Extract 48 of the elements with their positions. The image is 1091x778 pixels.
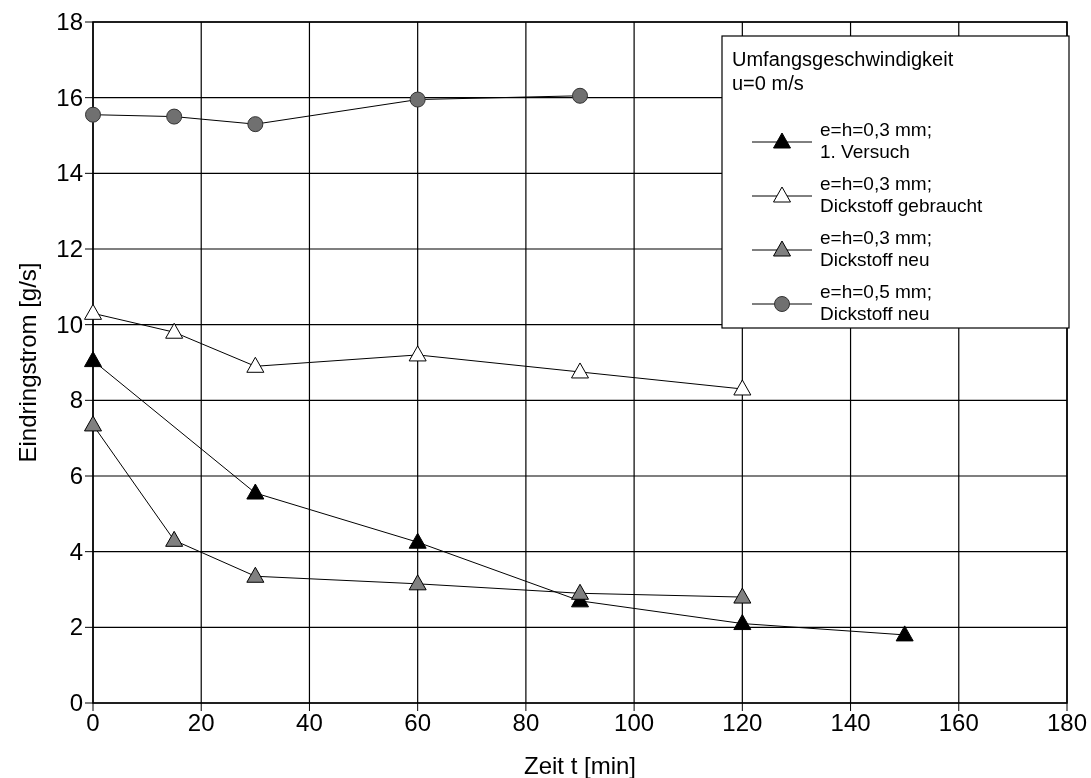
point	[246, 566, 265, 583]
y-tick-label: 12	[56, 235, 83, 262]
y-tick-label: 18	[56, 8, 83, 35]
point	[408, 574, 427, 591]
point	[165, 322, 184, 339]
x-tick-label: 0	[86, 709, 100, 736]
point	[895, 625, 914, 642]
point	[84, 415, 102, 432]
point	[246, 483, 265, 500]
y-axis-title: Eindringstrom [g/s]	[14, 262, 41, 463]
x-tick-label: 180	[1046, 709, 1088, 736]
point	[84, 303, 102, 320]
y-tick-label: 2	[69, 613, 83, 641]
point	[733, 587, 752, 604]
y-tick-label: 8	[69, 386, 83, 414]
point	[247, 116, 264, 133]
legend-label: e=h=0,3 mm; Dickstoff gebraucht	[820, 173, 984, 216]
x-tick-label: 20	[187, 709, 215, 736]
point	[85, 106, 101, 123]
legend-title: Umfangsgeschwindigkeit u=0 m/s	[732, 48, 954, 94]
legend-label: e=h=0,5 mm; Dickstoff neu	[820, 281, 932, 324]
x-tick-label: 160	[938, 709, 979, 736]
point	[408, 345, 427, 362]
y-tick-label: 4	[69, 537, 83, 565]
y-tick-label: 0	[69, 689, 83, 716]
point	[246, 356, 265, 373]
x-tick-label: 40	[296, 709, 323, 736]
x-tick-label: 140	[830, 709, 871, 736]
legend-label: e=h=0,3 mm; Dickstoff neu	[820, 227, 932, 270]
x-tick-label: 100	[614, 709, 655, 736]
point	[166, 108, 183, 125]
y-tick-label: 6	[69, 462, 83, 489]
x-tick-label: 80	[512, 709, 540, 736]
point	[733, 379, 752, 396]
point	[733, 614, 752, 631]
point	[409, 91, 426, 108]
point	[165, 530, 184, 547]
point	[571, 583, 589, 600]
y-tick-label: 10	[56, 310, 83, 338]
y-tick-label: 16	[56, 83, 83, 111]
point	[572, 87, 588, 104]
x-tick-label: 60	[404, 709, 432, 736]
point	[84, 351, 102, 368]
point	[571, 362, 589, 379]
y-tick-label: 14	[56, 159, 83, 187]
x-tick-label: 120	[722, 709, 763, 736]
legend-label: e=h=0,3 mm; 1. Versuch	[820, 119, 932, 162]
point	[408, 532, 427, 549]
